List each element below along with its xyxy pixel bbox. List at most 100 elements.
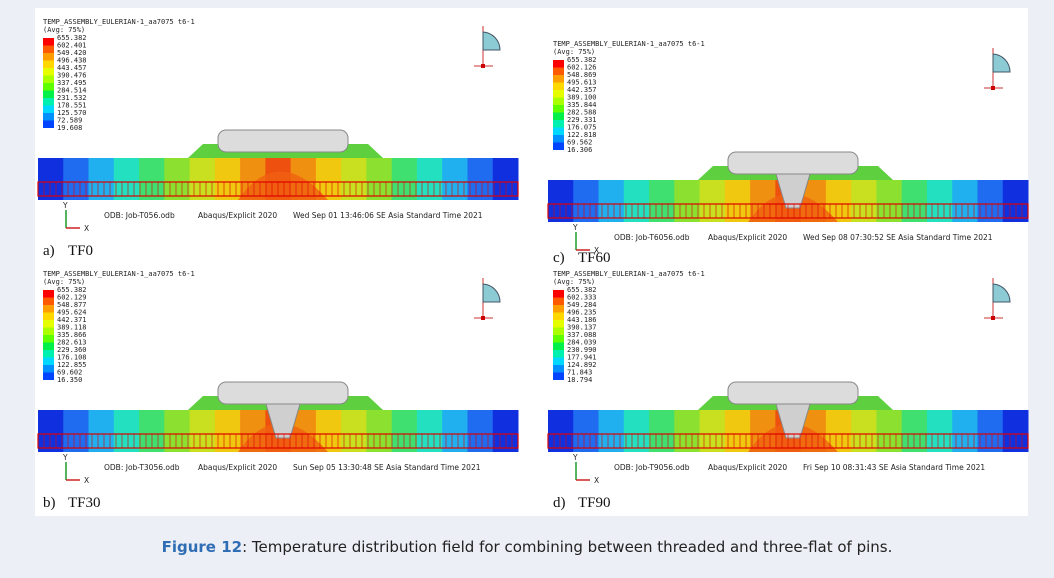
legend-value: 496.235 (567, 309, 597, 317)
legend-swatch (43, 113, 54, 121)
plate-cell (952, 180, 978, 222)
legend-swatch (43, 60, 54, 68)
legend-swatch (43, 45, 54, 53)
legend-value: 282.588 (567, 109, 597, 117)
caption-label: Figure 12 (162, 538, 242, 556)
odb-date: Fri Sep 10 08:31:43 SE Asia Standard Tim… (803, 463, 985, 472)
triad-node (481, 64, 485, 68)
axis-y-label: Y (62, 453, 68, 462)
heat-zone (238, 171, 328, 200)
plate-cell (876, 410, 903, 452)
legend-swatch (43, 305, 54, 313)
legend-swatch (43, 290, 54, 298)
panel-label: c) (553, 250, 565, 266)
legend-swatch (553, 127, 564, 135)
plate-cell (416, 410, 443, 452)
plate-cell (598, 180, 625, 222)
plate-cell (901, 180, 928, 222)
legend-value: 229.360 (57, 346, 87, 354)
odb-software: Abaqus/Explicit 2020 (198, 463, 277, 472)
panel-label: b) (43, 495, 56, 511)
plate-cell (977, 410, 1004, 452)
odb-software: Abaqus/Explicit 2020 (198, 211, 277, 220)
plate-cell (113, 158, 140, 200)
plate-cell (189, 158, 216, 200)
plate-cell (977, 180, 1004, 222)
legend-swatch (43, 75, 54, 83)
caption: Figure 12: Temperature distribution fiel… (162, 538, 893, 556)
legend-swatch (553, 120, 564, 128)
legend-value: 284.039 (567, 339, 597, 347)
panel-name: TF90 (578, 495, 611, 511)
panel-label: a) (43, 243, 55, 259)
odb-software: Abaqus/Explicit 2020 (708, 233, 787, 242)
plate-cell (926, 180, 953, 222)
plate-cell (38, 410, 64, 452)
plate-cell (952, 410, 978, 452)
odb-file: ODB: Job-T6056.odb (614, 233, 690, 242)
legend-swatch (43, 342, 54, 350)
legend-value: 443.186 (567, 316, 597, 324)
plate-cell (88, 158, 115, 200)
triad-node (991, 86, 995, 90)
panel: TEMP_ASSEMBLY_EULERIAN-1_aa7075 t6-1(Avg… (37, 270, 519, 511)
triad-glyph (482, 31, 501, 51)
plate-cell (623, 410, 650, 452)
contour-avg: (Avg: 75%) (553, 278, 595, 286)
panel-name: TF0 (68, 243, 93, 259)
axis-x-label: X (594, 246, 599, 255)
odb-file: ODB: Job-T9056.odb (614, 463, 690, 472)
legend-value: 602.126 (567, 64, 597, 72)
odb-file: ODB: Job-T056.odb (104, 211, 175, 220)
contour-avg: (Avg: 75%) (43, 26, 85, 34)
legend-swatch (553, 305, 564, 313)
legend-swatch (553, 67, 564, 75)
legend-swatch (43, 98, 54, 106)
legend-value: 602.333 (567, 294, 597, 302)
legend-swatch (43, 327, 54, 335)
legend-value: 284.514 (57, 87, 87, 95)
legend-swatch (553, 105, 564, 113)
odb-date: Wed Sep 01 13:46:06 SE Asia Standard Tim… (293, 211, 483, 220)
legend-swatch (553, 135, 564, 143)
plate-cell (598, 410, 625, 452)
axis-x-label: X (84, 476, 89, 485)
legend-swatch (43, 83, 54, 91)
legend-value: 549.284 (567, 301, 597, 309)
plate-cell (366, 410, 393, 452)
plate-cell (492, 158, 519, 200)
legend-swatch (43, 90, 54, 98)
plate-cell (724, 180, 751, 222)
plate-cell (901, 410, 928, 452)
legend-swatch (553, 320, 564, 328)
plate-cell (548, 180, 574, 222)
plate-cell (164, 410, 191, 452)
tool-shoulder (727, 151, 859, 175)
legend-swatch (553, 142, 564, 150)
plate-cell (492, 410, 519, 452)
tool-shoulder (217, 129, 349, 153)
legend-value: 389.100 (567, 94, 597, 102)
plate-cell (366, 158, 393, 200)
legend-value: 337.088 (567, 331, 597, 339)
odb-software: Abaqus/Explicit 2020 (708, 463, 787, 472)
legend-swatch (553, 60, 564, 68)
legend-swatch (43, 357, 54, 365)
axis-x-label: X (84, 224, 89, 233)
legend-value: 495.613 (567, 79, 597, 87)
legend-swatch (553, 297, 564, 305)
tool-shoulder (217, 381, 349, 405)
axis-y-label: Y (572, 453, 578, 462)
plate-cell (63, 410, 90, 452)
legend-value: 69.602 (57, 369, 82, 377)
legend-swatch (43, 105, 54, 113)
legend-swatch (553, 82, 564, 90)
plate-cell (189, 410, 216, 452)
legend-swatch (43, 68, 54, 76)
triad-glyph (992, 53, 1011, 73)
triad-glyph (992, 283, 1011, 303)
contour-avg: (Avg: 75%) (43, 278, 85, 286)
plate-cell (1002, 180, 1029, 222)
axis-x-label: X (594, 476, 599, 485)
